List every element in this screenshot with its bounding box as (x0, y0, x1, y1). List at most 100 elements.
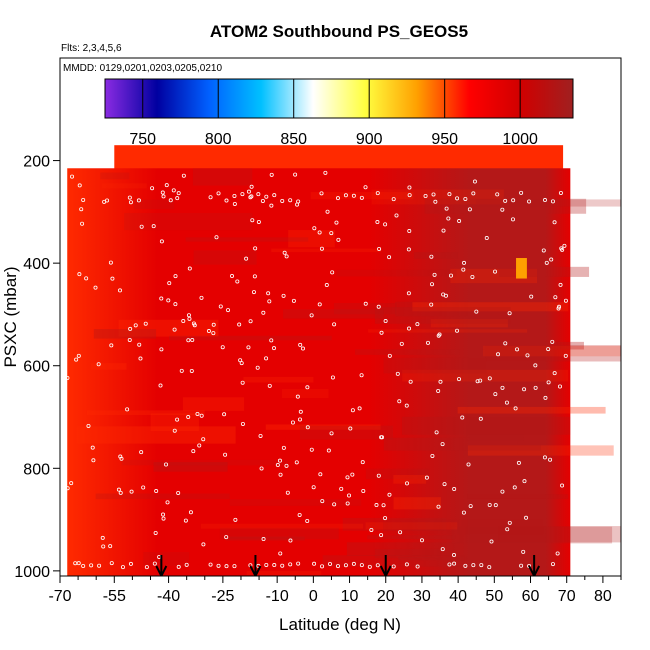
sample-marker (336, 237, 341, 242)
sample-marker (93, 285, 98, 290)
sample-marker (208, 195, 213, 200)
sample-marker (159, 347, 164, 352)
sample-marker (383, 319, 388, 324)
field-band (153, 462, 228, 472)
sample-marker (201, 542, 206, 547)
sample-marker (455, 328, 460, 333)
sample-marker (552, 220, 557, 225)
sample-marker (77, 272, 82, 277)
sample-marker (79, 207, 84, 212)
sample-marker (442, 482, 447, 487)
sample-marker (128, 200, 133, 205)
sample-marker (312, 226, 317, 231)
sample-marker (522, 387, 527, 392)
sample-marker (407, 326, 412, 331)
x-tick-label: 10 (341, 588, 359, 605)
sample-marker (285, 490, 290, 495)
field-band (371, 189, 504, 205)
field-band (93, 329, 157, 339)
sample-marker (463, 196, 468, 201)
sample-marker (484, 236, 489, 241)
sample-marker (391, 197, 396, 202)
sample-marker (296, 199, 301, 204)
field-band (368, 329, 528, 333)
sample-marker (190, 338, 195, 343)
sample-marker (529, 294, 534, 299)
sample-marker (463, 563, 468, 568)
sample-marker (295, 394, 300, 399)
sample-marker (505, 527, 510, 532)
field-band (395, 301, 503, 317)
sample-marker (175, 417, 180, 422)
sample-marker (487, 565, 492, 570)
sample-marker (127, 195, 132, 200)
field-band (124, 212, 253, 231)
sample-marker (100, 535, 105, 540)
field-top-band (114, 145, 564, 170)
sample-marker (556, 306, 561, 311)
sample-marker (452, 487, 457, 492)
field-band (283, 309, 384, 319)
x-tick-label: 0 (309, 588, 318, 605)
sample-marker (487, 376, 492, 381)
sample-marker (159, 296, 164, 301)
sample-marker (347, 493, 352, 498)
sample-marker (108, 544, 113, 549)
field-band (100, 172, 130, 180)
sample-marker (214, 235, 219, 240)
sample-marker (188, 510, 193, 515)
sample-marker (404, 562, 409, 567)
x-tick-label: -55 (103, 588, 126, 605)
sample-marker (136, 198, 141, 203)
sample-marker (309, 447, 314, 452)
sample-marker (329, 431, 334, 436)
field-band (102, 183, 147, 189)
sample-marker (541, 248, 546, 253)
sample-marker (471, 563, 476, 568)
sample-marker (374, 503, 379, 508)
sample-marker (176, 564, 181, 569)
sample-marker (272, 346, 277, 351)
sample-marker (317, 230, 322, 235)
field-band (143, 552, 190, 566)
field-band (333, 303, 397, 315)
sample-marker (269, 203, 274, 208)
dates-note: MMDD: 0129,0201,0203,0205,0210 (63, 63, 222, 74)
sample-marker (430, 282, 435, 287)
flights-note: Flts: 2,3,4,5,6 (61, 43, 122, 54)
sample-marker (284, 463, 289, 468)
sample-marker (317, 302, 322, 307)
sample-marker (546, 347, 551, 352)
sample-marker (383, 222, 388, 227)
field-band (467, 445, 614, 456)
sample-marker (235, 279, 240, 284)
sample-marker (65, 375, 70, 380)
sample-marker (332, 502, 337, 507)
sample-marker (452, 553, 457, 558)
sample-marker (319, 191, 324, 196)
arrow-markers (155, 555, 541, 576)
sample-marker (474, 309, 479, 314)
sample-marker (550, 199, 555, 204)
sample-marker (199, 295, 204, 300)
sample-marker (290, 420, 295, 425)
x-tick-label: 40 (449, 588, 467, 605)
colorbar-tick-label: 750 (129, 131, 156, 148)
sample-marker (375, 191, 380, 196)
x-tick-label: 30 (413, 588, 431, 605)
field-band (424, 198, 587, 214)
sample-marker (359, 563, 364, 568)
field-band (91, 363, 127, 370)
sample-marker (496, 352, 501, 357)
field-band (365, 522, 458, 530)
sample-marker (297, 417, 302, 422)
sample-marker (438, 379, 443, 384)
field-band (466, 494, 569, 499)
x-tick-label: -10 (266, 588, 289, 605)
arrow-head (379, 565, 392, 576)
sample-marker (377, 246, 382, 251)
sample-marker (562, 243, 567, 248)
sample-marker (434, 430, 439, 435)
sample-marker (548, 457, 553, 462)
field-band (133, 199, 175, 210)
